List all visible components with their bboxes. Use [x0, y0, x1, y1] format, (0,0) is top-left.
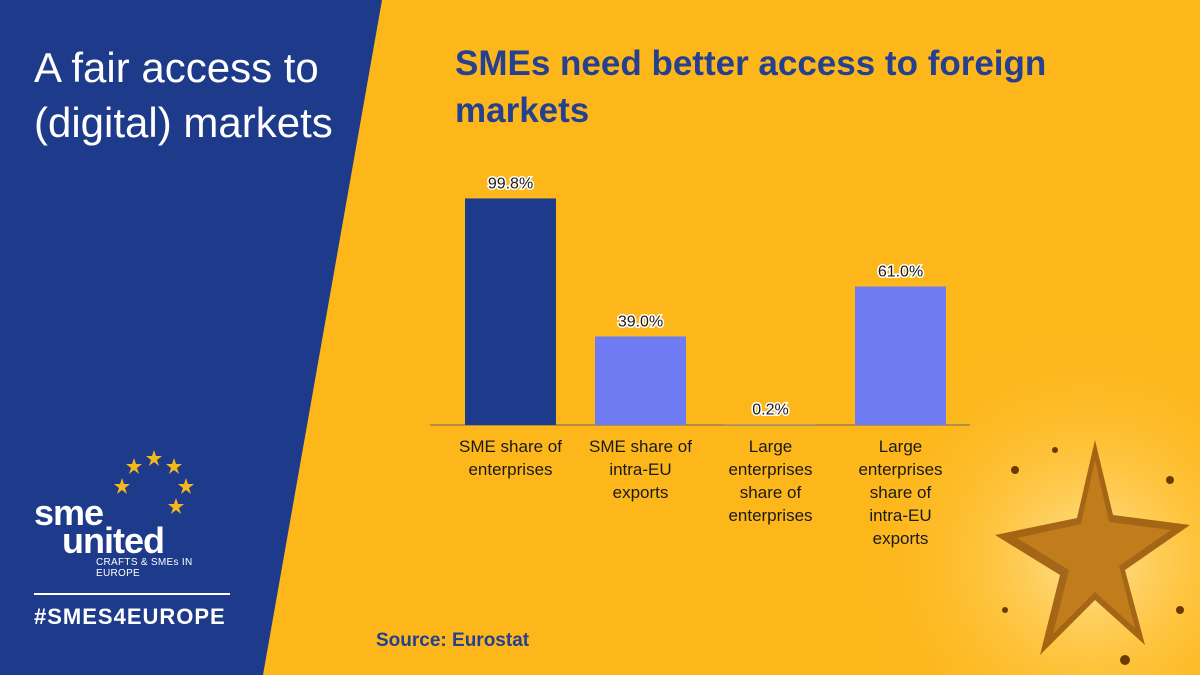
- category-label-4: Large enterprises share of intra-EU exports: [858, 437, 942, 548]
- chart-title: SMEs need better access to foreign marke…: [455, 44, 1047, 130]
- value-label-3: 0.2%: [752, 402, 788, 419]
- logo-tagline: CRAFTS & SMEs IN EUROPE: [96, 557, 193, 579]
- value-label-2: 39.0%: [618, 313, 663, 330]
- left-panel: [0, 0, 382, 675]
- source-note: Source: Eurostat: [376, 630, 530, 651]
- bar-1: [465, 198, 556, 425]
- sme-united-logo: sme united CRAFTS & SMEs IN EUROPE: [34, 450, 234, 580]
- bar-2: [595, 336, 686, 425]
- category-label-2: SME share of intra-EU exports: [589, 437, 692, 502]
- hashtag: #SMES4EUROPE: [34, 604, 226, 629]
- value-label-1: 99.8%: [488, 175, 533, 192]
- left-panel-title: A fair access to (digital) markets: [34, 44, 333, 146]
- category-label-1: SME share of enterprises: [459, 437, 562, 479]
- hashtag-divider: [34, 593, 230, 595]
- bar-chart: 99.8% SME share of enterprises 39.0% SME sha…: [430, 174, 970, 548]
- bar-4: [855, 286, 946, 425]
- logo-sme-text: sme: [34, 492, 104, 533]
- bee-star-icon: [995, 440, 1190, 665]
- value-label-4: 61.0%: [878, 264, 923, 281]
- eu-stars-icon: [114, 450, 194, 514]
- category-label-3: Large enterprises share of enterprises: [728, 437, 812, 525]
- logo-united-text: united: [62, 520, 165, 561]
